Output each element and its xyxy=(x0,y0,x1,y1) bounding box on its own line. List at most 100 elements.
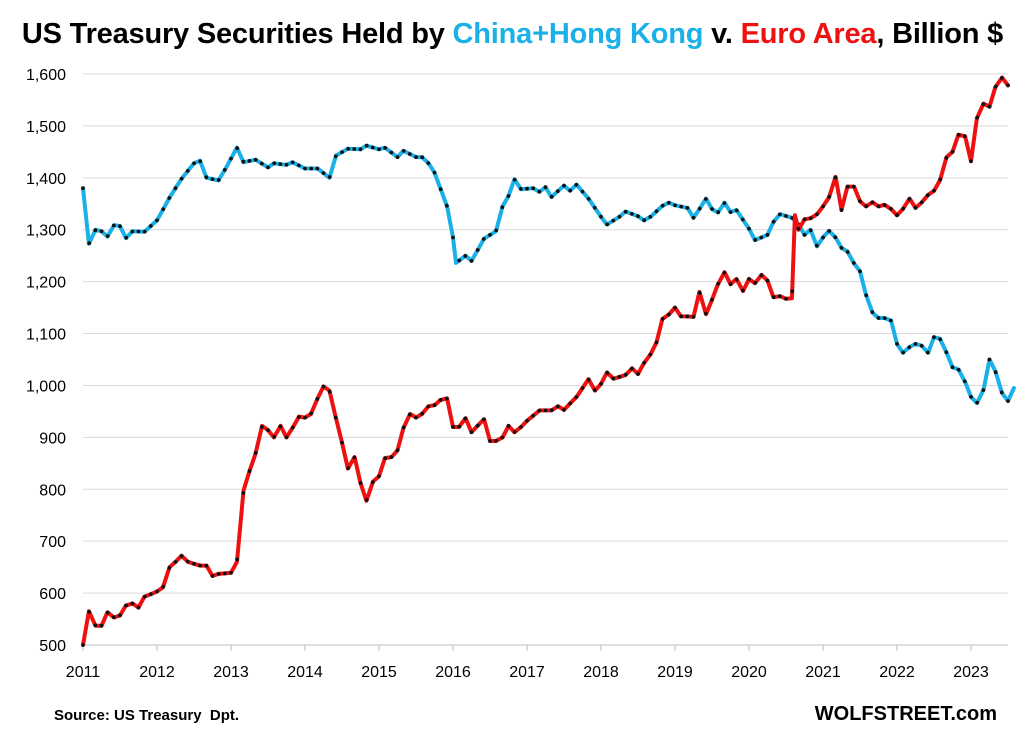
data-point-euro-area xyxy=(161,584,166,589)
data-point-china-hong-kong xyxy=(888,318,893,323)
data-point-china-hong-kong xyxy=(124,235,129,240)
data-point-china-hong-kong xyxy=(444,203,449,208)
data-point-china-hong-kong xyxy=(321,171,326,176)
data-point-euro-area xyxy=(611,376,616,381)
data-point-euro-area xyxy=(179,554,184,558)
data-point-china-hong-kong xyxy=(185,169,190,173)
data-point-china-hong-kong xyxy=(580,189,585,194)
y-tick-label: 1,100 xyxy=(26,327,66,344)
data-point-euro-area xyxy=(451,425,455,429)
data-point-china-hong-kong xyxy=(950,365,955,370)
data-point-china-hong-kong xyxy=(611,218,616,223)
data-point-china-hong-kong xyxy=(531,186,536,191)
data-point-euro-area xyxy=(290,425,295,430)
data-point-euro-area xyxy=(654,340,659,345)
x-tick-label: 2019 xyxy=(657,664,693,681)
data-point-euro-area xyxy=(617,375,622,379)
data-point-china-hong-kong xyxy=(833,235,838,240)
title-suffix: , Billion $ xyxy=(876,18,1004,50)
data-point-china-hong-kong xyxy=(975,400,980,405)
x-tick-label: 2021 xyxy=(805,664,841,681)
data-point-euro-area xyxy=(148,592,153,597)
data-point-euro-area xyxy=(457,424,462,429)
y-tick-label: 600 xyxy=(39,586,66,603)
data-point-china-hong-kong xyxy=(469,259,474,263)
data-point-china-hong-kong xyxy=(765,233,770,237)
data-point-china-hong-kong xyxy=(155,218,159,223)
data-point-euro-area xyxy=(229,570,233,575)
data-point-euro-area xyxy=(364,498,369,502)
data-point-euro-area xyxy=(99,623,104,628)
gridlines xyxy=(83,73,1008,594)
data-point-euro-area xyxy=(777,294,782,299)
data-point-china-hong-kong xyxy=(993,370,998,375)
data-point-china-hong-kong xyxy=(895,342,899,346)
data-point-china-hong-kong xyxy=(259,161,264,166)
data-point-china-hong-kong xyxy=(568,188,573,193)
data-point-china-hong-kong xyxy=(969,395,973,399)
data-point-euro-area xyxy=(987,104,992,109)
y-tick-label: 1,500 xyxy=(26,119,66,136)
data-point-euro-area xyxy=(549,408,554,413)
data-point-china-hong-kong xyxy=(370,145,375,150)
data-point-euro-area xyxy=(673,305,677,310)
x-tick-label: 2023 xyxy=(953,664,989,681)
data-point-euro-area xyxy=(241,491,246,495)
data-point-euro-area xyxy=(734,277,739,282)
data-point-china-hong-kong xyxy=(352,147,357,151)
data-point-china-hong-kong xyxy=(599,214,603,219)
data-point-china-hong-kong xyxy=(222,168,227,172)
data-point-china-hong-kong xyxy=(919,343,924,348)
data-point-euro-area xyxy=(925,193,930,198)
data-point-china-hong-kong xyxy=(722,201,727,206)
data-point-euro-area xyxy=(488,439,492,443)
data-point-euro-area xyxy=(771,295,776,300)
data-point-china-hong-kong xyxy=(414,155,418,160)
data-point-china-hong-kong xyxy=(364,143,369,148)
data-point-china-hong-kong xyxy=(864,293,869,298)
data-point-china-hong-kong xyxy=(81,186,85,191)
data-point-euro-area xyxy=(765,278,770,283)
data-point-china-hong-kong xyxy=(636,214,640,219)
title-series-euro: Euro Area xyxy=(740,18,877,50)
data-point-china-hong-kong xyxy=(481,237,486,241)
data-point-china-hong-kong xyxy=(241,159,246,164)
data-point-euro-area xyxy=(506,424,511,428)
x-tick-label: 2016 xyxy=(435,664,471,681)
x-tick-label: 2017 xyxy=(509,664,545,681)
data-point-china-hong-kong xyxy=(882,316,887,320)
data-point-euro-area xyxy=(173,560,178,564)
data-point-euro-area xyxy=(346,466,351,470)
data-point-euro-area xyxy=(981,102,986,106)
series-line-euro-area xyxy=(81,75,1010,647)
data-point-euro-area xyxy=(685,314,690,319)
data-point-china-hong-kong xyxy=(938,337,943,342)
data-point-euro-area xyxy=(710,297,714,302)
data-point-euro-area xyxy=(105,610,110,615)
data-point-china-hong-kong xyxy=(605,222,610,227)
data-point-euro-area xyxy=(839,208,844,212)
tick-labels: 500 600 700 800 900 1,000 1,100 1,200 1,300 1,400… xyxy=(26,67,989,681)
data-point-china-hong-kong xyxy=(525,186,529,191)
brand-label: WOLFSTREET.com xyxy=(814,703,997,725)
data-point-euro-area xyxy=(660,316,665,321)
data-point-euro-area xyxy=(266,428,270,432)
data-point-euro-area xyxy=(315,397,320,401)
data-point-china-hong-kong xyxy=(716,210,721,215)
data-point-euro-area xyxy=(124,603,129,608)
data-point-euro-area xyxy=(136,605,141,610)
data-point-euro-area xyxy=(728,282,733,287)
data-point-euro-area xyxy=(592,388,597,393)
data-point-euro-area xyxy=(525,418,529,423)
y-tick-label: 900 xyxy=(39,430,66,447)
data-point-china-hong-kong xyxy=(1006,399,1010,403)
data-point-euro-area xyxy=(882,203,887,207)
data-point-china-hong-kong xyxy=(204,175,209,180)
data-point-euro-area xyxy=(808,216,813,221)
data-point-euro-area xyxy=(679,314,684,319)
data-point-china-hong-kong xyxy=(346,146,351,151)
data-point-euro-area xyxy=(111,615,116,620)
data-point-china-hong-kong xyxy=(87,241,92,246)
data-point-china-hong-kong xyxy=(272,161,277,166)
